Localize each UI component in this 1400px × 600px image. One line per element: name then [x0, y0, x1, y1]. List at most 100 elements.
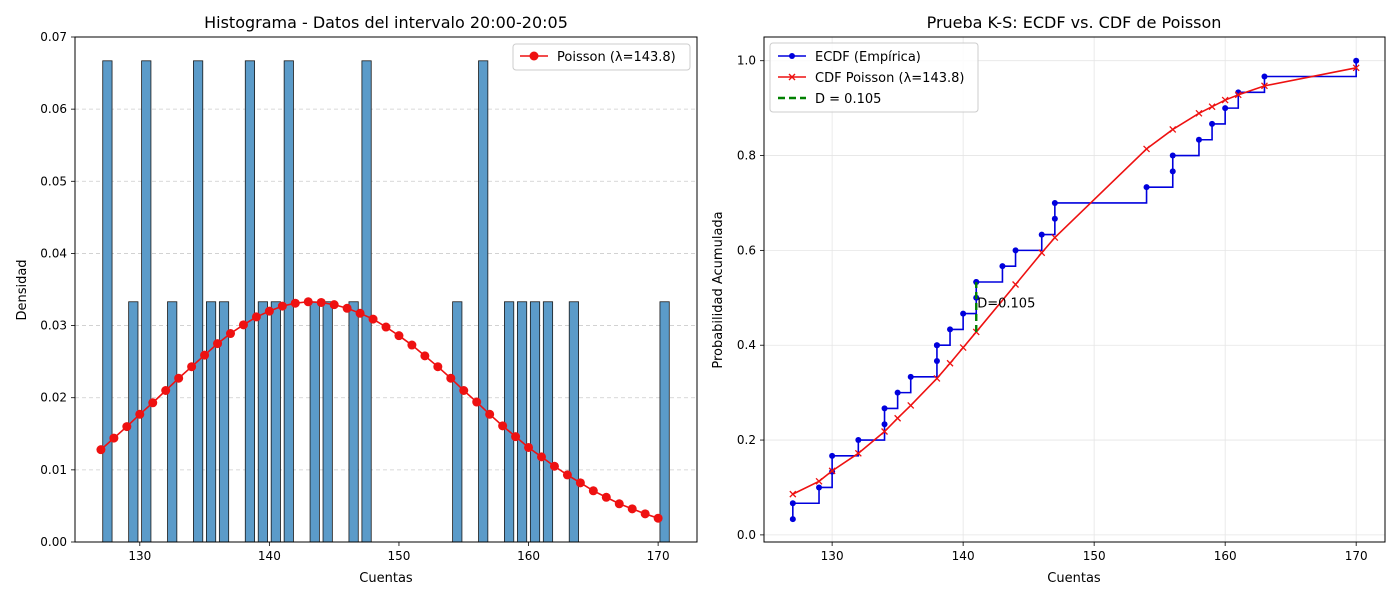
histogram-bar	[478, 60, 489, 543]
poisson-point	[433, 362, 443, 372]
poisson-point	[381, 322, 391, 332]
poisson-point	[226, 329, 235, 339]
poisson-point	[342, 303, 352, 313]
poisson-point	[511, 432, 521, 442]
poisson-point	[472, 397, 482, 407]
ecdf-point	[933, 342, 940, 349]
histogram-x-ticks: 130 140 150 160 170	[128, 542, 670, 563]
histogram-bar	[361, 60, 372, 543]
ks-y-tick-label: 0.2	[737, 433, 756, 447]
histogram-bar	[516, 301, 528, 543]
histogram-y-tick-label: 0.07	[40, 30, 67, 44]
poisson-point	[148, 398, 158, 408]
cdf-point	[1195, 109, 1203, 117]
cdf-point	[1234, 91, 1242, 99]
poisson-series	[96, 297, 663, 523]
poisson-point	[588, 486, 598, 496]
cdf-point	[789, 490, 797, 498]
ks-title: Prueba K-S: ECDF vs. CDF de Poisson	[927, 13, 1222, 32]
poisson-point	[368, 314, 378, 324]
histogram-title: Histograma - Datos del intervalo 20:00-2…	[204, 13, 568, 32]
poisson-point	[122, 422, 132, 432]
poisson-point	[627, 504, 637, 514]
histogram-bar	[322, 301, 333, 543]
cdf-point	[972, 328, 980, 336]
histogram-bar	[128, 301, 139, 543]
poisson-point	[277, 301, 287, 311]
poisson-point	[329, 300, 339, 310]
poisson-point	[420, 351, 430, 361]
poisson-point	[524, 442, 534, 452]
ecdf-point	[789, 516, 796, 523]
histogram-y-tick-label: 0.03	[40, 319, 67, 333]
cdf-point	[1051, 234, 1059, 242]
histogram-bar	[659, 301, 670, 543]
histogram-y-tick-label: 0.01	[40, 463, 67, 477]
histogram-x-tick-label: 170	[647, 549, 670, 563]
cdf-point	[854, 449, 862, 457]
ecdf-point	[947, 326, 954, 333]
histogram-bar	[193, 60, 204, 543]
cdf-point	[933, 374, 941, 382]
histogram-bars	[102, 60, 670, 543]
histogram-legend: Poisson (λ=143.8)	[512, 43, 691, 71]
d-statistic: D=0.105	[975, 282, 1035, 332]
ks-ylabel: Probabilidad Acumulada	[711, 211, 726, 368]
histogram-bar	[167, 301, 178, 543]
d-legend-label: D = 0.105	[815, 92, 881, 107]
ecdf-point	[1169, 168, 1176, 175]
cdf-point	[1261, 82, 1268, 90]
ecdf-legend-marker	[789, 53, 795, 59]
cdf-point	[1012, 281, 1019, 288]
histogram-bar	[257, 301, 268, 543]
poisson-legend-label: Poisson (λ=143.8)	[557, 50, 676, 65]
cdf-point	[946, 359, 954, 367]
ecdf-point	[1222, 105, 1229, 112]
poisson-point	[498, 421, 508, 431]
poisson-point	[459, 386, 469, 395]
histogram-x-tick-label: 130	[128, 549, 151, 563]
cdf-point	[1208, 103, 1216, 111]
poisson-point	[187, 362, 197, 372]
histogram-bar	[205, 301, 217, 543]
histogram-y-tick-label: 0.00	[40, 535, 67, 549]
histogram-y-ticks: 0.00 0.01 0.02 0.03 0.04 0.05 0.06 0.07	[40, 30, 75, 549]
poisson-point	[549, 461, 559, 471]
ks-test-panel: Prueba K-S: ECDF vs. CDF de Poisson D=0.…	[711, 13, 1386, 586]
ks-y-tick-label: 0.4	[737, 338, 756, 352]
poisson-point	[562, 470, 572, 480]
histogram-grid	[75, 108, 697, 471]
ks-y-tick-label: 1.0	[737, 54, 756, 68]
ks-grid	[764, 37, 1385, 542]
poisson-point	[174, 373, 184, 383]
poisson-point	[238, 320, 248, 330]
poisson-point	[161, 386, 171, 395]
histogram-bar	[568, 301, 579, 543]
ecdf-legend-label: ECDF (Empírica)	[815, 50, 921, 65]
histogram-bar	[348, 301, 359, 543]
poisson-legend-marker	[529, 51, 539, 61]
poisson-point	[96, 445, 106, 455]
histogram-x-tick-label: 140	[258, 549, 281, 563]
cdf-point	[959, 344, 967, 352]
poisson-point	[303, 297, 313, 307]
d-statistic-annotation: D=0.105	[977, 296, 1035, 311]
ecdf-point	[881, 421, 888, 428]
ecdf-point	[907, 373, 914, 380]
poisson-point	[485, 409, 495, 419]
ecdf-point	[894, 389, 901, 396]
cdf-point	[1352, 64, 1360, 72]
histogram-bar	[244, 60, 256, 543]
cdf-point	[894, 414, 902, 422]
histogram-bar	[529, 301, 541, 543]
poisson-point	[614, 499, 624, 509]
histogram-ylabel: Densidad	[15, 259, 30, 320]
ecdf-point	[973, 279, 980, 286]
poisson-point	[640, 509, 650, 519]
ks-y-tick-label: 0.8	[737, 149, 756, 163]
histogram-bar	[270, 301, 281, 543]
poisson-point	[135, 409, 145, 419]
poisson-point	[290, 298, 300, 308]
poisson-point	[653, 513, 663, 523]
